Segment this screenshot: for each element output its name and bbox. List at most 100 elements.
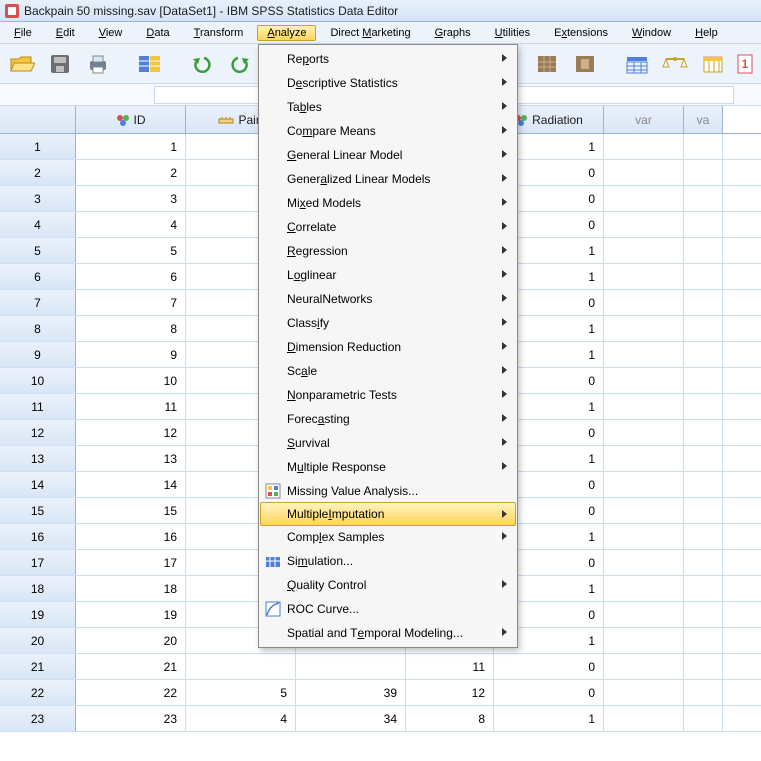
- menu-item-loglinear[interactable]: Loglinear: [261, 263, 515, 287]
- grid-button[interactable]: [621, 48, 653, 80]
- menu-item-quality-control[interactable]: Quality Control: [261, 573, 515, 597]
- menu-direct-marketing[interactable]: Direct Marketing: [320, 25, 420, 41]
- menu-view[interactable]: View: [89, 25, 133, 41]
- cell-var2[interactable]: [684, 238, 723, 263]
- one-button[interactable]: 1: [735, 48, 755, 80]
- menu-item-general-linear-model[interactable]: General Linear Model: [261, 143, 515, 167]
- cell-id[interactable]: 3: [76, 186, 186, 211]
- cell-var[interactable]: [604, 134, 684, 159]
- row-header[interactable]: 2: [0, 160, 76, 185]
- menu-file[interactable]: File: [4, 25, 42, 41]
- cell-id[interactable]: 4: [76, 212, 186, 237]
- chart-button-2[interactable]: [569, 48, 601, 80]
- cell-var[interactable]: [604, 654, 684, 679]
- menu-item-classify[interactable]: Classify: [261, 311, 515, 335]
- cell-var2[interactable]: [684, 342, 723, 367]
- column-header-var[interactable]: var: [604, 106, 684, 133]
- cell-radiation[interactable]: 0: [494, 654, 604, 679]
- cell-var[interactable]: [604, 472, 684, 497]
- menu-item-multiple-imputation[interactable]: Multiple Imputation: [260, 502, 516, 526]
- cell-id[interactable]: 17: [76, 550, 186, 575]
- cell-var2[interactable]: [684, 550, 723, 575]
- menu-item-reports[interactable]: Reports: [261, 47, 515, 71]
- row-header[interactable]: 9: [0, 342, 76, 367]
- menu-item-generalized-linear-models[interactable]: Generalized Linear Models: [261, 167, 515, 191]
- cell-var2[interactable]: [684, 316, 723, 341]
- cell-pain[interactable]: [186, 654, 296, 679]
- row-header[interactable]: 12: [0, 420, 76, 445]
- row-header[interactable]: 4: [0, 212, 76, 237]
- cell-var[interactable]: [604, 576, 684, 601]
- cell-var[interactable]: [604, 680, 684, 705]
- cell-id[interactable]: 15: [76, 498, 186, 523]
- row-header[interactable]: 13: [0, 446, 76, 471]
- cell-var[interactable]: [604, 290, 684, 315]
- cell-col3[interactable]: 39: [296, 680, 406, 705]
- undo-button[interactable]: [186, 48, 218, 80]
- row-header[interactable]: 17: [0, 550, 76, 575]
- cell-id[interactable]: 19: [76, 602, 186, 627]
- row-header[interactable]: 16: [0, 524, 76, 549]
- cell-pain[interactable]: 4: [186, 706, 296, 731]
- cell-id[interactable]: 5: [76, 238, 186, 263]
- menu-item-scale[interactable]: Scale: [261, 359, 515, 383]
- cell-id[interactable]: 11: [76, 394, 186, 419]
- cell-id[interactable]: 16: [76, 524, 186, 549]
- cell-var2[interactable]: [684, 212, 723, 237]
- menu-item-missing-value-analysis[interactable]: Missing Value Analysis...: [261, 479, 515, 503]
- menu-item-roc-curve[interactable]: ROC Curve...: [261, 597, 515, 621]
- menu-item-compare-means[interactable]: Compare Means: [261, 119, 515, 143]
- menu-item-complex-samples[interactable]: Complex Samples: [261, 525, 515, 549]
- menu-graphs[interactable]: Graphs: [425, 25, 481, 41]
- cell-var[interactable]: [604, 264, 684, 289]
- cell-id[interactable]: 22: [76, 680, 186, 705]
- menu-item-correlate[interactable]: Correlate: [261, 215, 515, 239]
- cell-id[interactable]: 13: [76, 446, 186, 471]
- calendar-button[interactable]: [697, 48, 729, 80]
- menu-data[interactable]: Data: [136, 25, 179, 41]
- cell-var[interactable]: [604, 498, 684, 523]
- menu-item-survival[interactable]: Survival: [261, 431, 515, 455]
- cell-col4[interactable]: 11: [406, 654, 494, 679]
- cell-var[interactable]: [604, 238, 684, 263]
- cell-var2[interactable]: [684, 394, 723, 419]
- cell-var2[interactable]: [684, 290, 723, 315]
- cell-var2[interactable]: [684, 160, 723, 185]
- cell-id[interactable]: 2: [76, 160, 186, 185]
- row-header[interactable]: 19: [0, 602, 76, 627]
- row-header[interactable]: 3: [0, 186, 76, 211]
- cell-id[interactable]: 1: [76, 134, 186, 159]
- cell-radiation[interactable]: 0: [494, 680, 604, 705]
- row-header[interactable]: 7: [0, 290, 76, 315]
- column-header-va[interactable]: va: [684, 106, 723, 133]
- cell-id[interactable]: 10: [76, 368, 186, 393]
- menu-window[interactable]: Window: [622, 25, 681, 41]
- cell-id[interactable]: 23: [76, 706, 186, 731]
- cell-var[interactable]: [604, 524, 684, 549]
- save-button[interactable]: [44, 48, 76, 80]
- cell-var[interactable]: [604, 212, 684, 237]
- cell-col4[interactable]: 8: [406, 706, 494, 731]
- cell-var2[interactable]: [684, 420, 723, 445]
- row-header[interactable]: 20: [0, 628, 76, 653]
- open-button[interactable]: [6, 48, 38, 80]
- row-header[interactable]: 15: [0, 498, 76, 523]
- row-header[interactable]: 23: [0, 706, 76, 731]
- menu-edit[interactable]: Edit: [46, 25, 85, 41]
- cell-col3[interactable]: 34: [296, 706, 406, 731]
- cell-id[interactable]: 14: [76, 472, 186, 497]
- cell-pain[interactable]: 5: [186, 680, 296, 705]
- cell-var2[interactable]: [684, 706, 723, 731]
- cell-var2[interactable]: [684, 264, 723, 289]
- cell-id[interactable]: 12: [76, 420, 186, 445]
- row-header[interactable]: 21: [0, 654, 76, 679]
- cell-col3[interactable]: [296, 654, 406, 679]
- cell-id[interactable]: 20: [76, 628, 186, 653]
- redo-button[interactable]: [224, 48, 256, 80]
- menu-item-multiple-response[interactable]: Multiple Response: [261, 455, 515, 479]
- cell-var[interactable]: [604, 550, 684, 575]
- cell-var[interactable]: [604, 602, 684, 627]
- row-header[interactable]: 5: [0, 238, 76, 263]
- cell-var[interactable]: [604, 186, 684, 211]
- cell-var2[interactable]: [684, 654, 723, 679]
